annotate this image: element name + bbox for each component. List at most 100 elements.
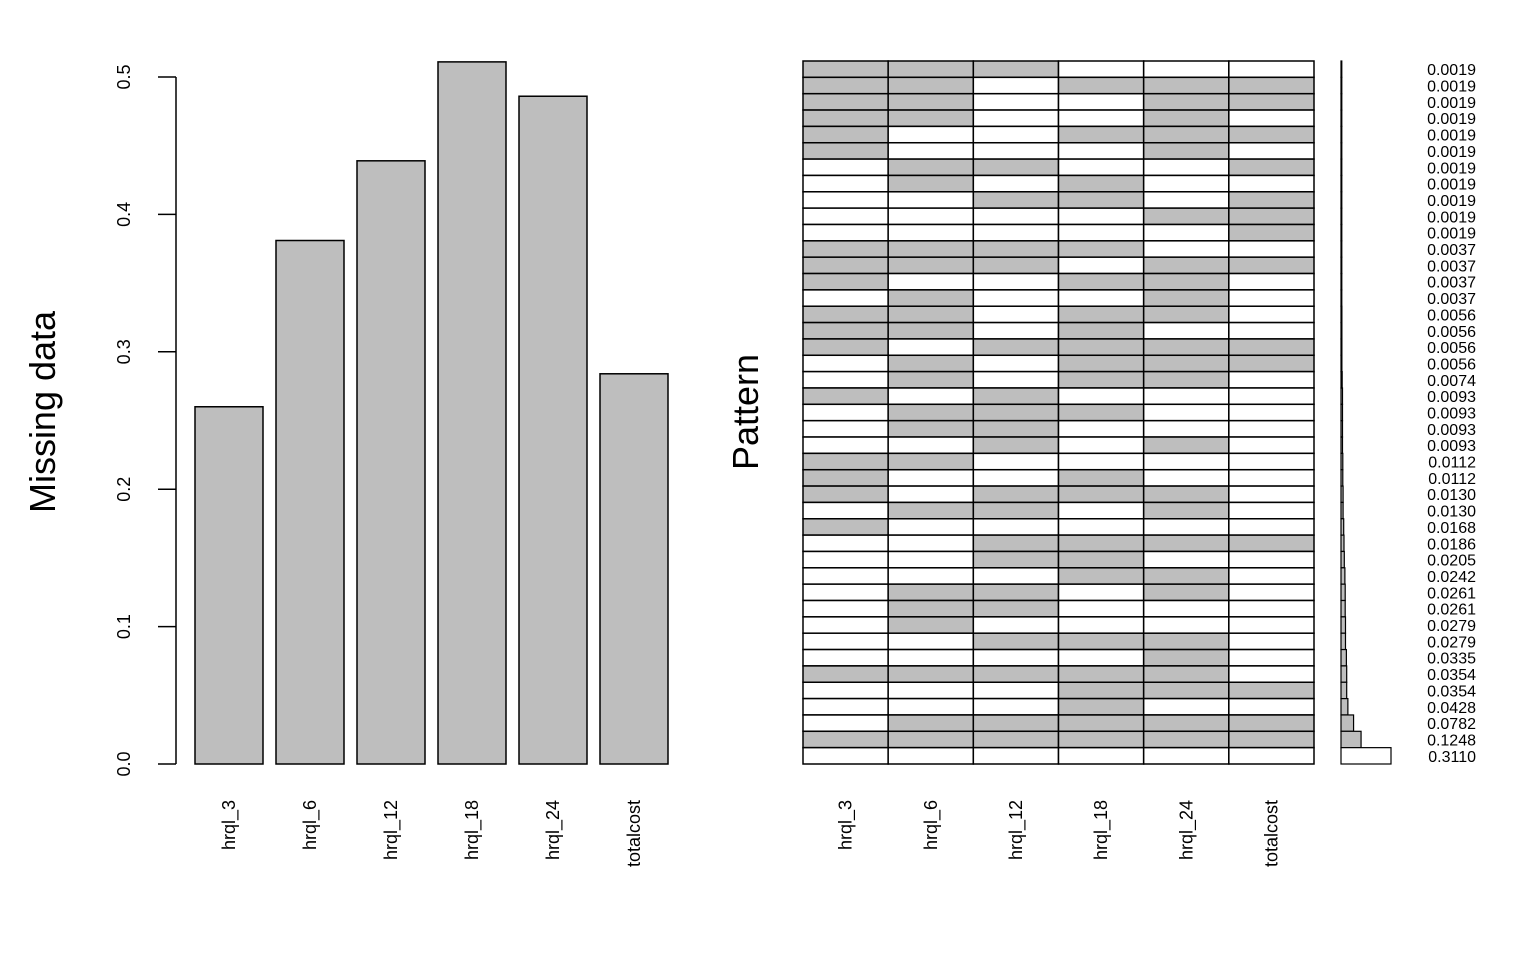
frequency-label: 0.0019 (1427, 144, 1476, 161)
pattern-cell (1228, 730, 1315, 749)
pattern-cell (802, 272, 889, 291)
pattern-cell (972, 746, 1060, 765)
pattern-cell (887, 485, 975, 504)
pattern-cell (1142, 599, 1230, 618)
pattern-cell (1228, 141, 1315, 160)
pattern-cell (887, 289, 975, 307)
frequency-label: 0.0130 (1427, 487, 1476, 504)
frequency-bar (1340, 698, 1349, 716)
frequency-bar (1340, 403, 1344, 422)
x-tick-label: hrql_6 (300, 800, 321, 850)
pattern-column-label: hrql_3 (836, 800, 857, 850)
pattern-cell (972, 174, 1060, 193)
pattern-cell (1228, 387, 1315, 406)
pattern-cell (1057, 419, 1145, 438)
pattern-cell (802, 240, 889, 258)
pattern-cell (1142, 501, 1230, 520)
pattern-cell (1057, 485, 1145, 504)
y-tick-label: 0.5 (114, 64, 134, 89)
pattern-cell (972, 501, 1060, 520)
x-tick-label: hrql_3 (219, 800, 240, 850)
pattern-cell (1142, 714, 1230, 733)
pattern-cell (887, 354, 975, 373)
frequency-bar (1340, 485, 1344, 504)
pattern-cell (1228, 191, 1315, 209)
pattern-cell (1228, 599, 1315, 618)
pattern-cell (1228, 714, 1315, 733)
pattern-cell (1142, 518, 1230, 536)
pattern-cell (802, 501, 889, 520)
pattern-cell (1228, 354, 1315, 373)
pattern-cell (1142, 550, 1230, 569)
frequency-bar (1340, 420, 1344, 438)
pattern-cell (887, 338, 975, 357)
frequency-bar (1340, 207, 1343, 226)
pattern-cell (887, 550, 975, 569)
pattern-cell (972, 141, 1060, 160)
x-tick-label: hrql_24 (543, 800, 564, 860)
pattern-cell (972, 158, 1060, 177)
pattern-cell (972, 697, 1060, 716)
pattern-cell (972, 272, 1060, 291)
pattern-cell (1142, 125, 1230, 144)
pattern-cell (1142, 191, 1230, 209)
pattern-cell (802, 109, 889, 128)
pattern-column-label: totalcost (1261, 800, 1281, 867)
pattern-cell (1057, 616, 1145, 634)
frequency-label: 0.0093 (1427, 438, 1476, 455)
pattern-cell (802, 632, 889, 651)
y-tick-label: 0.2 (114, 477, 134, 502)
pattern-cell (802, 746, 889, 765)
pattern-cell (1228, 518, 1315, 536)
pattern-cell (1228, 60, 1315, 79)
frequency-label: 0.0056 (1427, 356, 1476, 373)
frequency-label: 0.0112 (1428, 455, 1476, 472)
pattern-cell (1228, 583, 1315, 602)
frequency-label: 0.0056 (1427, 324, 1476, 341)
pattern-cell (1057, 648, 1145, 667)
frequency-bar (1340, 371, 1343, 389)
pattern-cell (802, 419, 889, 438)
pattern-cell (1142, 681, 1230, 700)
pattern-cell (1142, 730, 1230, 749)
pattern-cell (972, 191, 1060, 209)
frequency-label: 0.0168 (1427, 520, 1476, 537)
pattern-cell (972, 665, 1060, 684)
y-tick-label: 0.3 (114, 339, 134, 364)
frequency-label: 0.0782 (1427, 716, 1476, 733)
pattern-cell (887, 240, 975, 258)
frequency-bar (1340, 452, 1344, 471)
pattern-cell (972, 240, 1060, 258)
frequency-label: 0.0112 (1428, 471, 1476, 488)
pattern-cell (1142, 272, 1230, 291)
pattern-cell (1142, 370, 1230, 389)
pattern-cell (887, 174, 975, 193)
pattern-cell (1057, 60, 1145, 79)
frequency-bar (1340, 550, 1345, 569)
pattern-cell (802, 191, 889, 209)
frequency-bar (1340, 665, 1348, 683)
pattern-cell (802, 125, 889, 144)
pattern-cell (1228, 485, 1315, 504)
bar-hrql_24 (518, 95, 588, 765)
pattern-cell (1057, 158, 1145, 177)
pattern-cell (972, 321, 1060, 340)
pattern-cell (1057, 452, 1145, 471)
pattern-cell (802, 387, 889, 406)
pattern-cell (1057, 518, 1145, 536)
pattern-cell (802, 452, 889, 471)
pattern-cell (1228, 746, 1315, 765)
pattern-cell (1142, 403, 1230, 422)
frequency-bar (1340, 583, 1346, 602)
pattern-cell (1142, 354, 1230, 373)
pattern-cell (972, 109, 1060, 128)
pattern-cell (1057, 240, 1145, 258)
pattern-cell (1142, 240, 1230, 258)
pattern-cell (1057, 141, 1145, 160)
frequency-bar (1340, 158, 1343, 177)
pattern-cell (802, 76, 889, 95)
pattern-cell (887, 191, 975, 209)
pattern-cell (1057, 665, 1145, 684)
pattern-cell (1142, 665, 1230, 684)
